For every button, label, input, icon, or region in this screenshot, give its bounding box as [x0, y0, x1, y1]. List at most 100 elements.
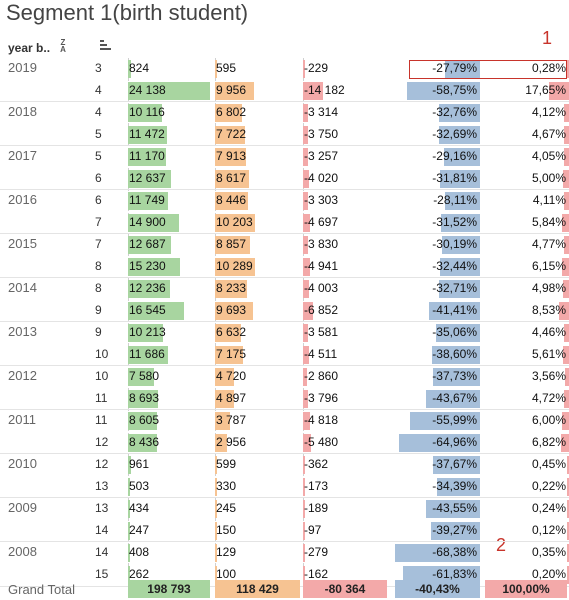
grade-label[interactable]: 9	[95, 325, 102, 339]
table-cell-v3[interactable]: -6 852	[303, 301, 403, 321]
table-cell-v5[interactable]: 0,35%	[485, 543, 569, 563]
table-cell-v2[interactable]: 8 446	[215, 191, 300, 211]
table-cell-v5[interactable]: 4,98%	[485, 279, 569, 299]
grade-label[interactable]: 11	[95, 391, 108, 405]
table-cell-v2[interactable]: 3 787	[215, 411, 300, 431]
table-cell-v5[interactable]: 0,20%	[485, 565, 569, 585]
table-cell-v5[interactable]: 0,28%	[485, 59, 569, 79]
table-cell-v5[interactable]: 6,00%	[485, 411, 569, 431]
table-cell-v2[interactable]: 7 722	[215, 125, 300, 145]
table-cell-v3[interactable]: -97	[303, 521, 403, 541]
grade-label[interactable]: 13	[95, 501, 109, 515]
grade-label[interactable]: 6	[95, 171, 102, 185]
table-cell-v4[interactable]: -32,76%	[395, 103, 480, 123]
table-cell-v1[interactable]: 11 170	[128, 147, 210, 167]
table-cell-v2[interactable]: 8 617	[215, 169, 300, 189]
table-cell-v4[interactable]: -41,41%	[395, 301, 480, 321]
year-column-header[interactable]: year b..	[8, 41, 51, 55]
table-cell-v1[interactable]: 434	[128, 499, 210, 519]
table-cell-v1[interactable]: 503	[128, 477, 210, 497]
table-cell-v5[interactable]: 0,45%	[485, 455, 569, 475]
table-cell-v1[interactable]: 824	[128, 59, 210, 79]
table-cell-v3[interactable]: -4 818	[303, 411, 403, 431]
table-cell-v2[interactable]: 245	[215, 499, 300, 519]
grade-label[interactable]: 4	[95, 83, 102, 97]
table-cell-v5[interactable]: 5,61%	[485, 345, 569, 365]
table-cell-v2[interactable]: 10 203	[215, 213, 300, 233]
sort-descending-icon[interactable]	[100, 40, 111, 52]
table-cell-v5[interactable]: 4,05%	[485, 147, 569, 167]
grade-label[interactable]: 3	[95, 61, 102, 75]
grade-label[interactable]: 6	[95, 193, 102, 207]
table-cell-v5[interactable]: 4,67%	[485, 125, 569, 145]
table-cell-v3[interactable]: -4 697	[303, 213, 403, 233]
table-cell-v3[interactable]: -3 257	[303, 147, 403, 167]
table-cell-v3[interactable]: -279	[303, 543, 403, 563]
table-cell-v1[interactable]: 11 686	[128, 345, 210, 365]
grade-label[interactable]: 7	[95, 215, 102, 229]
table-cell-v2[interactable]: 599	[215, 455, 300, 475]
table-cell-v3[interactable]: -14 182	[303, 81, 403, 101]
table-cell-v1[interactable]: 408	[128, 543, 210, 563]
table-cell-v4[interactable]: -55,99%	[395, 411, 480, 431]
table-cell-v2[interactable]: 7 175	[215, 345, 300, 365]
table-cell-v1[interactable]: 24 138	[128, 81, 210, 101]
table-cell-v4[interactable]: -31,81%	[395, 169, 480, 189]
table-cell-v4[interactable]: -39,27%	[395, 521, 480, 541]
table-cell-v2[interactable]: 129	[215, 543, 300, 563]
table-cell-v3[interactable]: -162	[303, 565, 403, 585]
grade-label[interactable]: 15	[95, 567, 109, 581]
table-cell-v5[interactable]: 6,82%	[485, 433, 569, 453]
year-label[interactable]: 2014	[8, 280, 37, 295]
table-cell-v2[interactable]: 8 857	[215, 235, 300, 255]
year-label[interactable]: 2017	[8, 148, 37, 163]
table-cell-v3[interactable]: -4 003	[303, 279, 403, 299]
table-cell-v2[interactable]: 100	[215, 565, 300, 585]
table-cell-v3[interactable]: -5 480	[303, 433, 403, 453]
table-cell-v4[interactable]: -27,79%	[395, 59, 480, 79]
table-cell-v4[interactable]: -38,60%	[395, 345, 480, 365]
table-cell-v2[interactable]: 150	[215, 521, 300, 541]
table-cell-v4[interactable]: -32,44%	[395, 257, 480, 277]
grade-label[interactable]: 9	[95, 303, 102, 317]
grade-label[interactable]: 5	[95, 149, 102, 163]
year-label[interactable]: 2010	[8, 456, 37, 471]
table-cell-v2[interactable]: 7 913	[215, 147, 300, 167]
table-cell-v3[interactable]: -173	[303, 477, 403, 497]
table-cell-v4[interactable]: -34,39%	[395, 477, 480, 497]
grade-label[interactable]: 14	[95, 545, 109, 559]
table-cell-v2[interactable]: 330	[215, 477, 300, 497]
table-cell-v1[interactable]: 10 213	[128, 323, 210, 343]
year-label[interactable]: 2011	[8, 412, 36, 427]
table-cell-v1[interactable]: 11 472	[128, 125, 210, 145]
grade-label[interactable]: 8	[95, 281, 102, 295]
table-cell-v4[interactable]: -64,96%	[395, 433, 480, 453]
grade-label[interactable]: 5	[95, 127, 102, 141]
table-cell-v1[interactable]: 7 580	[128, 367, 210, 387]
table-cell-v1[interactable]: 961	[128, 455, 210, 475]
table-cell-v4[interactable]: -68,38%	[395, 543, 480, 563]
table-cell-v5[interactable]: 4,77%	[485, 235, 569, 255]
grade-label[interactable]: 7	[95, 237, 102, 251]
table-cell-v1[interactable]: 247	[128, 521, 210, 541]
table-cell-v4[interactable]: -29,16%	[395, 147, 480, 167]
table-cell-v1[interactable]: 14 900	[128, 213, 210, 233]
table-cell-v5[interactable]: 4,72%	[485, 389, 569, 409]
year-label[interactable]: 2015	[8, 236, 37, 251]
table-cell-v2[interactable]: 4 720	[215, 367, 300, 387]
table-cell-v2[interactable]: 8 233	[215, 279, 300, 299]
table-cell-v3[interactable]: -3 830	[303, 235, 403, 255]
table-cell-v3[interactable]: -3 581	[303, 323, 403, 343]
table-cell-v5[interactable]: 4,46%	[485, 323, 569, 343]
table-cell-v2[interactable]: 9 956	[215, 81, 300, 101]
table-cell-v3[interactable]: -4 511	[303, 345, 403, 365]
table-cell-v1[interactable]: 8 605	[128, 411, 210, 431]
table-cell-v2[interactable]: 9 693	[215, 301, 300, 321]
table-cell-v1[interactable]: 12 687	[128, 235, 210, 255]
table-cell-v3[interactable]: -189	[303, 499, 403, 519]
grade-label[interactable]: 12	[95, 457, 109, 471]
table-cell-v5[interactable]: 5,84%	[485, 213, 569, 233]
table-cell-v4[interactable]: -28,11%	[395, 191, 480, 211]
table-cell-v3[interactable]: -3 750	[303, 125, 403, 145]
table-cell-v3[interactable]: -3 796	[303, 389, 403, 409]
